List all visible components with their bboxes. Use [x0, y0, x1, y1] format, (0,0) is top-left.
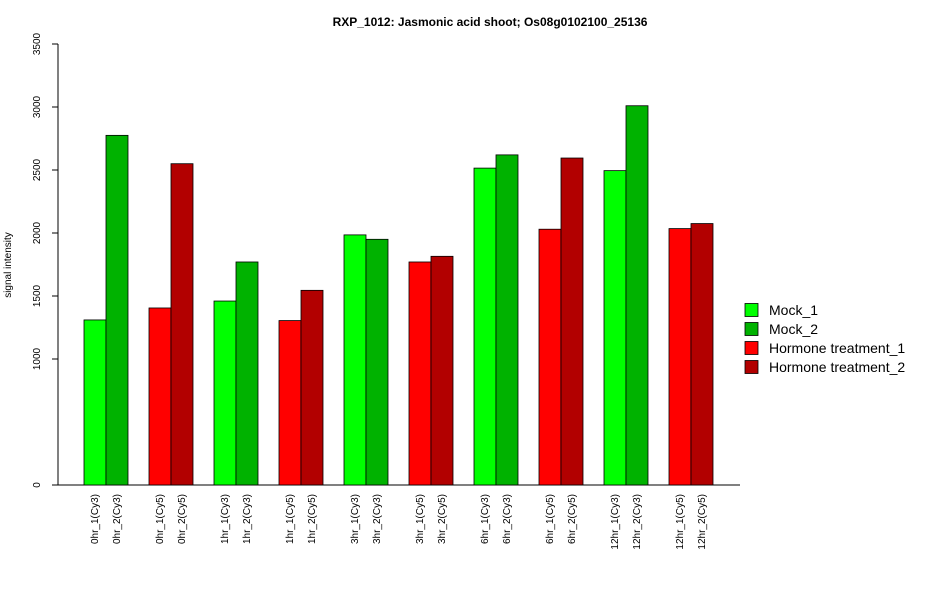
- bar: [105, 134, 129, 486]
- bar: [148, 307, 172, 486]
- bar: [83, 319, 107, 486]
- y-tick-label: 2000: [32, 221, 43, 244]
- legend-label: Mock_1: [769, 302, 818, 318]
- bar: [560, 157, 584, 486]
- x-tick-label: 12hr_1(Cy3): [610, 494, 621, 550]
- bar: [300, 289, 324, 486]
- bar: [625, 105, 649, 486]
- x-tick-label: 1hr_1(Cy3): [220, 494, 231, 544]
- x-tick-label: 12hr_2(Cy3): [632, 494, 643, 550]
- bar: [538, 228, 562, 486]
- bar: [408, 261, 432, 486]
- x-tick-label: 6hr_2(Cy3): [502, 494, 513, 544]
- y-axis: 0 1000 1500 2000 2500 3000 3500: [32, 32, 59, 488]
- y-tick-label: 2500: [32, 158, 43, 181]
- y-tick-label: 1500: [32, 284, 43, 307]
- y-tick-label: 3000: [32, 95, 43, 118]
- bars-group: [83, 105, 714, 486]
- x-tick-label: 3hr_2(Cy3): [372, 494, 383, 544]
- y-tick-label: 1000: [32, 347, 43, 370]
- bar: [668, 228, 692, 486]
- x-tick-label: 1hr_2(Cy5): [307, 494, 318, 544]
- x-tick-label: 0hr_1(Cy3): [90, 494, 101, 544]
- legend-swatch: [744, 360, 759, 374]
- y-tick-label: 3500: [32, 32, 43, 55]
- bar: [343, 234, 367, 486]
- x-tick-label: 0hr_1(Cy5): [155, 494, 166, 544]
- bar: [495, 154, 519, 486]
- bar: [235, 261, 259, 486]
- legend-swatch: [744, 341, 759, 355]
- x-tick-label: 1hr_2(Cy3): [242, 494, 253, 544]
- x-tick-label: 3hr_1(Cy3): [350, 494, 361, 544]
- bar: [473, 167, 497, 486]
- legend-label: Hormone treatment_2: [769, 359, 905, 375]
- x-tick-label: 6hr_1(Cy5): [545, 494, 556, 544]
- x-tick-label: 6hr_2(Cy5): [567, 494, 578, 544]
- y-axis-label: signal intensity: [3, 232, 14, 298]
- bar: [213, 300, 237, 486]
- legend-swatch: [744, 303, 759, 317]
- x-tick-label: 3hr_1(Cy5): [415, 494, 426, 544]
- y-tick-label: 0: [32, 482, 43, 488]
- legend-label: Hormone treatment_1: [769, 340, 905, 356]
- x-tick-label: 6hr_1(Cy3): [480, 494, 491, 544]
- bar: [690, 223, 714, 486]
- x-tick-label: 3hr_2(Cy5): [437, 494, 448, 544]
- bar: [278, 320, 302, 486]
- legend-swatch: [744, 322, 759, 336]
- x-tick-labels: 0hr_1(Cy3) 0hr_2(Cy3) 0hr_1(Cy5) 0hr_2(Cy5)…: [90, 494, 708, 550]
- legend: Mock_1 Mock_2 Hormone treatment_1 Hormone t…: [744, 302, 905, 375]
- bar: [365, 238, 389, 486]
- bar: [170, 163, 194, 486]
- x-tick-label: 12hr_1(Cy5): [675, 494, 686, 550]
- chart-title: RXP_1012: Jasmonic acid shoot; Os08g0102…: [333, 15, 648, 29]
- x-tick-label: 0hr_2(Cy3): [112, 494, 123, 544]
- x-tick-label: 0hr_2(Cy5): [177, 494, 188, 544]
- x-tick-label: 1hr_1(Cy5): [285, 494, 296, 544]
- legend-label: Mock_2: [769, 321, 818, 337]
- bar: [430, 255, 454, 486]
- bar: [603, 170, 627, 486]
- x-tick-label: 12hr_2(Cy5): [697, 494, 708, 550]
